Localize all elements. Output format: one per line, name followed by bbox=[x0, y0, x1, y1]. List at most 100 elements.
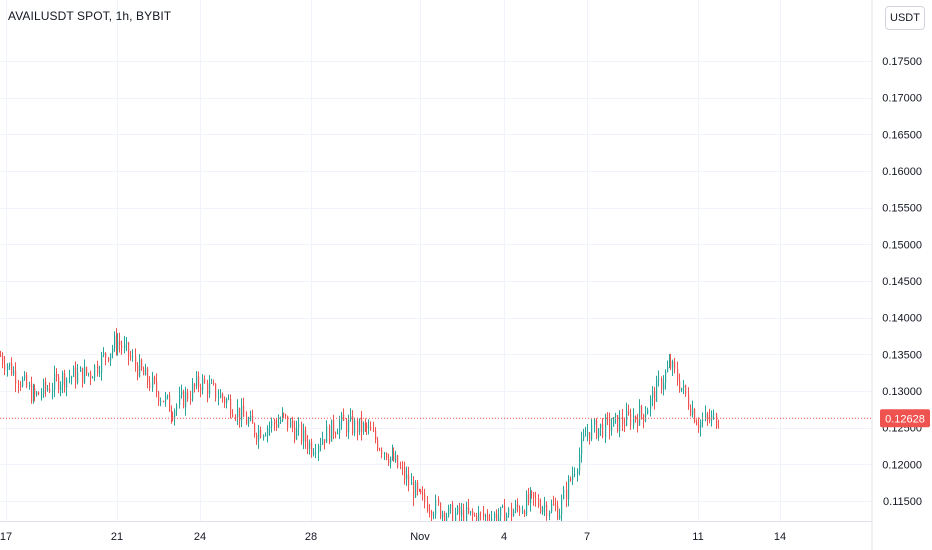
candle-up bbox=[513, 511, 515, 517]
candle-down bbox=[260, 429, 262, 438]
candle-up bbox=[33, 387, 35, 402]
candle-down bbox=[661, 378, 663, 390]
candle-up bbox=[139, 359, 141, 377]
candle-down bbox=[674, 361, 676, 369]
candle-up bbox=[331, 419, 333, 442]
candle-up bbox=[506, 515, 508, 521]
candle-up bbox=[411, 481, 413, 485]
candle-down bbox=[397, 455, 399, 468]
candle-down bbox=[641, 406, 643, 415]
candle-down bbox=[635, 416, 637, 420]
candle-up bbox=[435, 499, 437, 515]
candle-up bbox=[80, 367, 82, 372]
candle-up bbox=[515, 504, 517, 512]
candle-down bbox=[694, 409, 696, 423]
candle-down bbox=[483, 512, 485, 517]
candle-down bbox=[335, 433, 337, 435]
candle-down bbox=[402, 467, 404, 469]
candle-up bbox=[561, 498, 563, 515]
candle-up bbox=[322, 439, 324, 445]
candle-down bbox=[476, 515, 478, 521]
candle-down bbox=[224, 398, 226, 404]
candle-down bbox=[622, 416, 624, 425]
candle-up bbox=[60, 384, 62, 391]
candle-up bbox=[7, 365, 9, 370]
candle-down bbox=[531, 491, 533, 493]
candle-down bbox=[352, 416, 354, 433]
candle-down bbox=[685, 385, 687, 395]
candle-up bbox=[359, 418, 361, 433]
candle-up bbox=[280, 420, 282, 422]
candle-down bbox=[570, 478, 572, 480]
candle-up bbox=[41, 394, 43, 396]
candle-up bbox=[315, 452, 317, 454]
candle-down bbox=[589, 432, 591, 440]
candle-up bbox=[66, 378, 68, 388]
candle-down bbox=[504, 506, 506, 521]
candle-down bbox=[31, 384, 33, 402]
candle-down bbox=[116, 336, 118, 350]
candle-down bbox=[45, 381, 47, 390]
candle-down bbox=[370, 426, 372, 431]
candle-down bbox=[200, 387, 202, 390]
candle-up bbox=[24, 375, 26, 379]
candle-down bbox=[698, 424, 700, 429]
candle-up bbox=[278, 421, 280, 428]
candle-up bbox=[196, 376, 198, 387]
candle-up bbox=[667, 366, 669, 372]
candle-up bbox=[165, 395, 167, 402]
candle-up bbox=[248, 420, 250, 425]
candle-up bbox=[101, 354, 103, 373]
candle-down bbox=[207, 383, 209, 395]
candle-up bbox=[656, 379, 658, 402]
candle-down bbox=[366, 424, 368, 428]
candle-up bbox=[313, 452, 315, 455]
candle-up bbox=[29, 384, 31, 387]
candle-up bbox=[615, 415, 617, 418]
chart-title: AVAILUSDT SPOT, 1h, BYBIT bbox=[8, 9, 172, 23]
candle-down bbox=[97, 364, 99, 373]
candle-down bbox=[459, 506, 461, 516]
candle-up bbox=[559, 514, 561, 519]
candle-up bbox=[579, 454, 581, 471]
price-tick-label: 0.14000 bbox=[882, 313, 922, 325]
candle-down bbox=[677, 368, 679, 382]
currency-button[interactable]: USDT bbox=[885, 6, 925, 30]
candle-up bbox=[250, 415, 252, 421]
candle-down bbox=[670, 360, 672, 368]
candle-down bbox=[135, 356, 137, 366]
candle-down bbox=[154, 377, 156, 382]
candle-down bbox=[346, 420, 348, 433]
candle-up bbox=[672, 361, 674, 368]
candle-up bbox=[466, 507, 468, 521]
current-price-label: 0.12628 bbox=[880, 409, 930, 428]
candle-down bbox=[307, 441, 309, 450]
candle-up bbox=[574, 474, 576, 476]
candle-down bbox=[246, 416, 248, 425]
candle-down bbox=[511, 508, 513, 517]
candle-up bbox=[303, 429, 305, 442]
candle-down bbox=[283, 413, 285, 415]
candle-up bbox=[442, 513, 444, 518]
candle-up bbox=[318, 445, 320, 453]
candle-down bbox=[427, 502, 429, 512]
candle-down bbox=[533, 492, 535, 499]
candle-up bbox=[446, 516, 448, 521]
candle-up bbox=[290, 420, 292, 428]
candle-down bbox=[252, 415, 254, 424]
candle-down bbox=[232, 414, 234, 417]
candle-down bbox=[438, 499, 440, 504]
candle-up bbox=[103, 352, 105, 355]
candle-up bbox=[110, 353, 112, 361]
candle-up bbox=[126, 342, 128, 344]
candle-down bbox=[709, 417, 711, 421]
candle-up bbox=[341, 414, 343, 422]
candle-up bbox=[43, 381, 45, 395]
candle-down bbox=[718, 427, 720, 429]
candle-down bbox=[379, 449, 381, 451]
candle-up bbox=[114, 336, 116, 349]
candle-down bbox=[64, 372, 66, 388]
candle-down bbox=[75, 367, 77, 383]
candle-up bbox=[218, 397, 220, 399]
